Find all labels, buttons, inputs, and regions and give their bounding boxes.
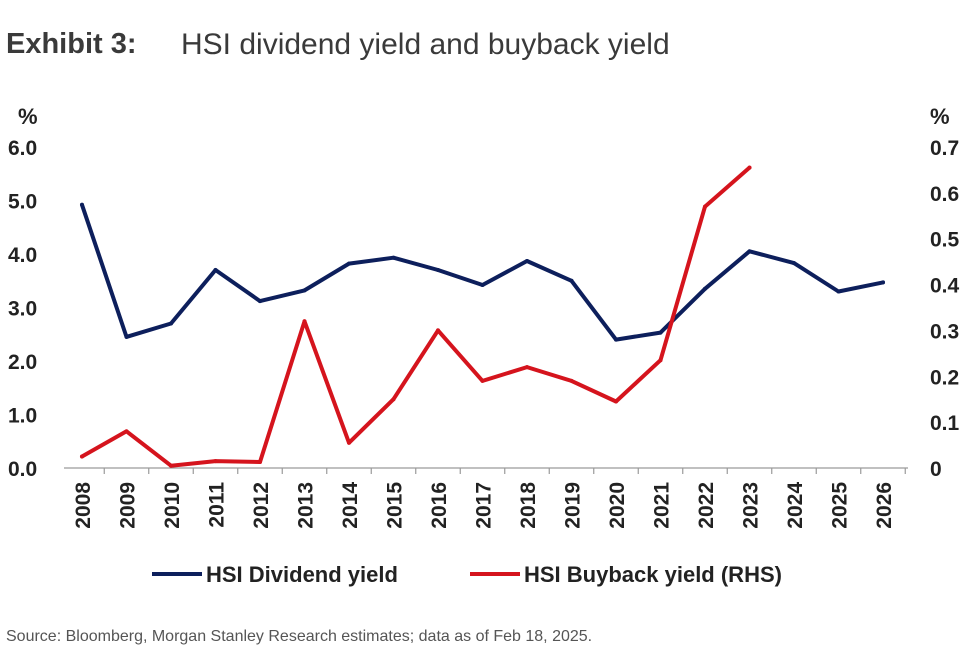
- right-tick-label: 0.4: [930, 275, 960, 298]
- buyback-yield-point: [569, 378, 574, 383]
- right-tick-label: 0.3: [930, 320, 959, 343]
- dividend-yield-point: [124, 334, 129, 339]
- dividend-yield-point: [347, 261, 351, 266]
- dividend-yield-point: [792, 261, 796, 266]
- dividend-yield-point: [703, 286, 707, 291]
- x-tick-label: 2013: [295, 482, 318, 529]
- buyback-yield-point: [169, 463, 173, 468]
- dividend-yield-point: [569, 278, 574, 283]
- dividend-yield-point: [836, 289, 841, 294]
- x-tick-label: 2019: [562, 482, 585, 529]
- right-tick-label: 0: [930, 458, 942, 481]
- x-tick-label: 2010: [161, 482, 184, 529]
- dividend-yield-point: [436, 268, 440, 273]
- left-tick-label: 6.0: [8, 137, 37, 160]
- x-tick-label: 2020: [606, 482, 629, 529]
- left-tick-label: 1.0: [8, 405, 37, 428]
- dividend-yield-point: [213, 268, 218, 273]
- buyback-yield-point: [124, 429, 129, 434]
- right-tick-label: 0.7: [930, 137, 959, 160]
- dividend-yield-point: [614, 337, 618, 342]
- x-tick-label: 2011: [206, 482, 229, 528]
- buyback-yield-point: [258, 460, 262, 465]
- x-tick-label: 2014: [339, 482, 362, 529]
- right-tick-label: 0.1: [930, 412, 960, 435]
- dividend-yield-point: [480, 283, 485, 288]
- buyback-yield-point: [525, 365, 529, 370]
- dividend-yield-point: [258, 299, 262, 304]
- dividend-yield-point: [881, 280, 885, 285]
- legend-label: HSI Dividend yield: [206, 562, 398, 587]
- dividend-yield-point: [169, 321, 173, 326]
- dividend-yield-point: [302, 288, 307, 293]
- right-tick-label: 0.2: [930, 366, 959, 389]
- exhibit-label: Exhibit 3:: [6, 28, 137, 60]
- left-tick-label: 3.0: [8, 298, 37, 321]
- dividend-yield-point: [80, 202, 84, 207]
- x-tick-label: 2008: [72, 482, 95, 529]
- buyback-yield-point: [302, 319, 307, 324]
- dividend-yield-point: [525, 258, 529, 263]
- source-note: Source: Bloomberg, Morgan Stanley Resear…: [6, 628, 593, 645]
- buyback-yield-point: [80, 454, 84, 459]
- x-tick-label: 2025: [829, 482, 852, 529]
- x-tick-label: 2012: [250, 482, 273, 529]
- dividend-yield-line: [80, 202, 885, 342]
- buyback-yield-point: [614, 399, 618, 404]
- buyback-yield-point: [703, 204, 707, 209]
- x-tick-label: 2026: [873, 482, 896, 529]
- left-axis-unit: %: [18, 104, 38, 129]
- buyback-yield-point: [658, 358, 663, 363]
- chart: % % 0.0 1.0 2.0 3.0 4.0 5.0 6.0 0 0.1 0.2 0.3 0.4 0…: [8, 104, 960, 587]
- x-tick-label: 2018: [517, 482, 540, 529]
- right-axis-unit: %: [930, 104, 950, 129]
- dividend-yield-point: [391, 255, 396, 260]
- dividend-yield-point: [658, 330, 663, 335]
- x-tick-label: 2023: [740, 482, 763, 529]
- buyback-yield-point: [213, 459, 218, 464]
- buyback-yield-point: [347, 440, 351, 445]
- buyback-yield-line: [80, 165, 752, 468]
- left-tick-label: 4.0: [8, 244, 37, 267]
- x-tick-label: 2017: [473, 482, 496, 529]
- x-tick-label: 2024: [784, 482, 807, 529]
- x-tick-label: 2016: [428, 482, 451, 529]
- left-tick-label: 0.0: [8, 458, 37, 481]
- buyback-yield-point: [747, 165, 752, 170]
- x-tick-label: 2021: [651, 482, 674, 529]
- buyback-yield-point: [391, 397, 396, 402]
- left-tick-label: 5.0: [8, 191, 37, 214]
- x-tick-label: 2009: [117, 482, 140, 529]
- right-tick-label: 0.6: [930, 183, 959, 206]
- chart-title: HSI dividend yield and buyback yield: [181, 28, 670, 61]
- buyback-yield-point: [480, 378, 485, 383]
- right-tick-label: 0.5: [930, 229, 960, 252]
- dividend-yield-point: [747, 249, 752, 254]
- legend-label: HSI Buyback yield (RHS): [524, 562, 782, 587]
- x-tick-label: 2015: [384, 482, 407, 529]
- buyback-yield-point: [436, 328, 440, 333]
- left-tick-label: 2.0: [8, 351, 37, 374]
- x-tick-label: 2022: [695, 482, 718, 529]
- title-row: Exhibit 3: HSI dividend yield and buybac…: [6, 28, 670, 78]
